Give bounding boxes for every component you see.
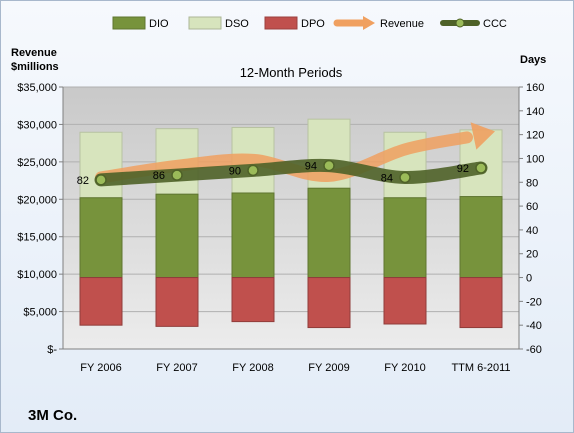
right-axis-title: Days (520, 54, 546, 66)
ccc-data-label: 94 (305, 161, 317, 173)
right-tick-label: 140 (526, 106, 544, 118)
chart-title: 12-Month Periods (240, 65, 343, 80)
ccc-data-label: 90 (229, 165, 241, 177)
right-tick-label: 60 (526, 201, 538, 213)
left-axis-title-line2: $millions (11, 61, 59, 73)
legend-label: CCC (483, 18, 507, 30)
dpo-bar (155, 277, 199, 327)
right-tick-label: 160 (526, 82, 544, 94)
right-tick-label: 40 (526, 225, 538, 237)
dio-bar (155, 193, 199, 279)
dpo-bar (307, 277, 351, 329)
ccc-series: 82 86 90 94 84 92 (77, 158, 488, 187)
left-tick-label: $30,000 (17, 119, 57, 131)
dpo-bar (459, 277, 503, 329)
legend-label: Revenue (380, 18, 424, 30)
dio-bar (459, 196, 503, 279)
ccc-data-label: 82 (77, 175, 89, 187)
plot-area (63, 87, 519, 349)
ccc-data-label: 92 (457, 163, 469, 175)
right-tick-label: -20 (526, 296, 542, 308)
ccc-line (94, 158, 488, 187)
ccc-point (247, 164, 259, 177)
legend-label: DPO (301, 18, 325, 30)
dio-bar (231, 192, 275, 279)
dpo-bar (383, 277, 427, 325)
dso-bar (79, 131, 123, 199)
dpo-bar (231, 277, 275, 323)
ccc-data-label: 84 (381, 173, 393, 185)
right-tick-label: 100 (526, 153, 544, 165)
gridlines (63, 86, 519, 313)
dpo-bar (79, 277, 123, 326)
right-tick-label: 120 (526, 130, 544, 142)
dio-bar (383, 197, 427, 279)
left-tick-label: $20,000 (17, 194, 57, 206)
ccc-point (95, 174, 107, 186)
right-tick-label: 20 (526, 249, 538, 261)
left-tick-label: $35,000 (17, 82, 57, 94)
x-tick-label: FY 2008 (232, 362, 273, 374)
dio-bar (79, 197, 123, 279)
ccc-point (171, 169, 183, 181)
left-axis-title-line1: Revenue (11, 47, 57, 59)
left-tick-label: $- (47, 344, 57, 356)
x-tick-label: FY 2007 (156, 362, 197, 374)
left-tick-label: $15,000 (17, 232, 57, 244)
ccc-point (399, 171, 411, 184)
legend-marker (455, 18, 465, 28)
legend-label: DSO (225, 18, 249, 30)
legend-label: DIO (149, 18, 169, 30)
right-tick-label: 80 (526, 177, 538, 189)
revenue-arrowhead (470, 122, 495, 150)
legend: DIO DSO DPO Revenue CCC (112, 16, 507, 30)
left-tick-label: $25,000 (17, 157, 57, 169)
right-tick-label: -60 (526, 344, 542, 356)
x-tick-label: FY 2010 (384, 362, 425, 374)
left-tick-label: $5,000 (23, 307, 57, 319)
ccc-point (475, 162, 487, 174)
right-tick-label: -40 (526, 320, 542, 332)
legend-swatch-dpo (264, 16, 298, 30)
ccc-point (323, 159, 335, 172)
x-tick-label: TTM 6-2011 (451, 362, 510, 374)
company-label: 3M Co. (28, 407, 77, 424)
legend-swatch-dso (188, 16, 222, 30)
x-tick-label: FY 2006 (80, 362, 121, 374)
axes: $- $5,000 $10,000 $15,000 $20,000 $25,000 $30,… (17, 82, 544, 374)
left-tick-label: $10,000 (17, 269, 57, 281)
x-tick-label: FY 2009 (308, 362, 349, 374)
legend-swatch-dio (112, 16, 146, 30)
right-tick-label: 0 (526, 273, 532, 285)
ccc-data-label: 86 (153, 170, 165, 182)
legend-arrowhead (363, 16, 375, 30)
dio-bar (307, 187, 351, 279)
